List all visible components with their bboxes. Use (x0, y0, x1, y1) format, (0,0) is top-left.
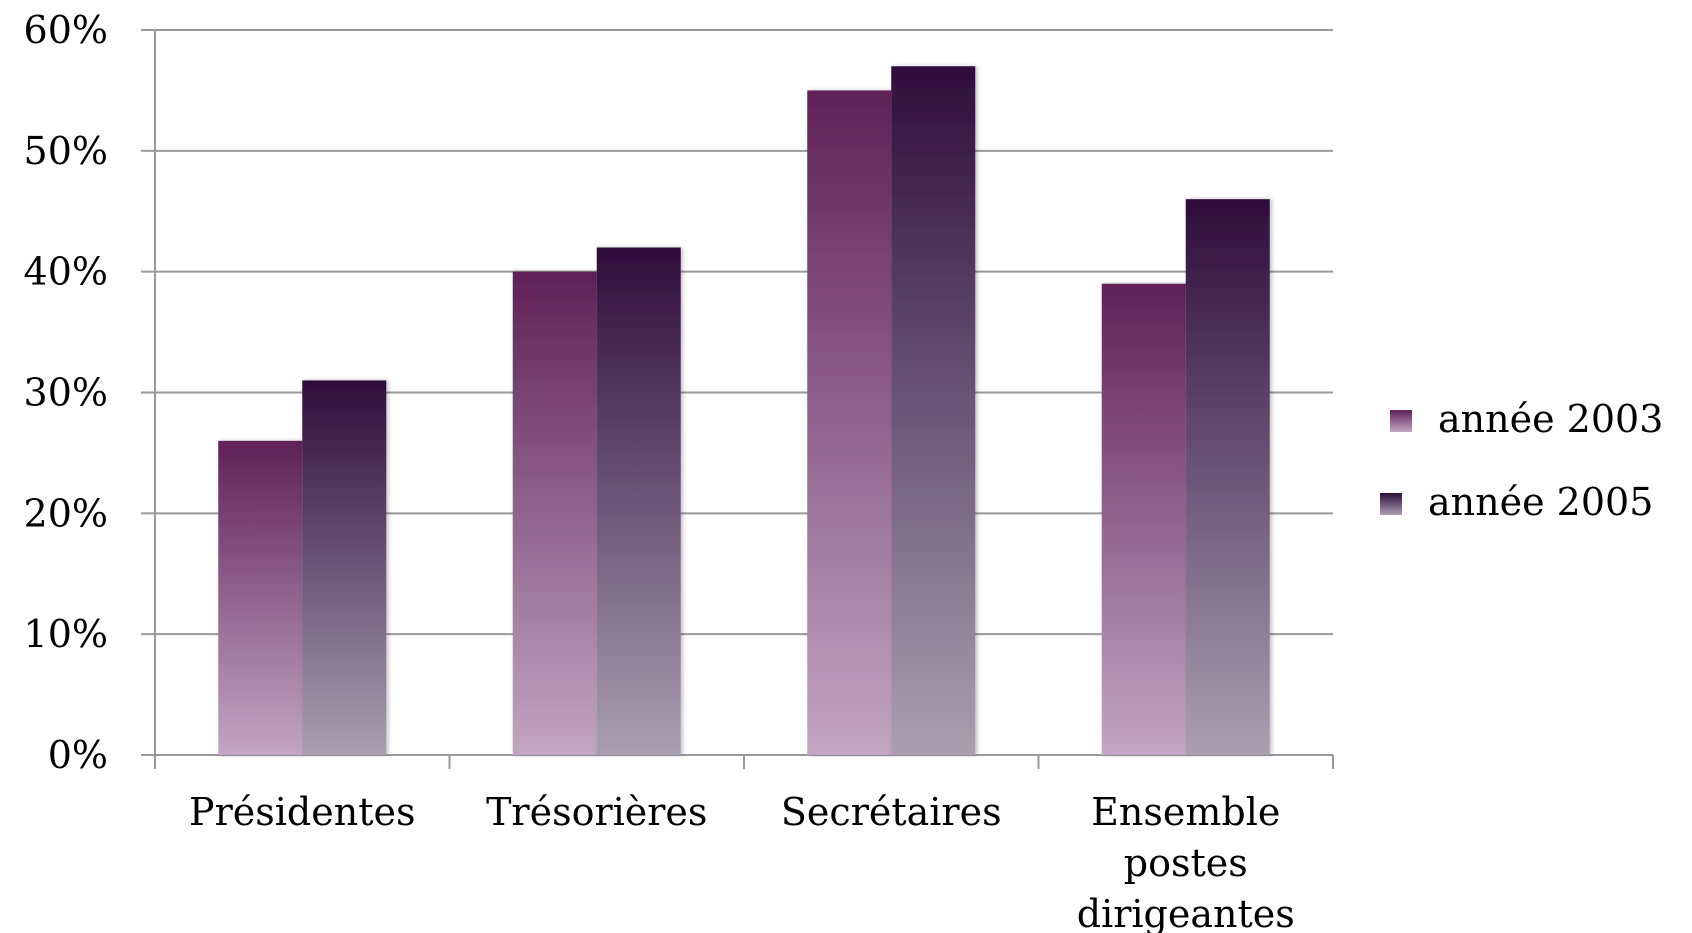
y-tick-label: 20% (24, 491, 108, 535)
x-category-label: dirigeantes (1077, 892, 1295, 933)
x-category-label: Présidentes (189, 790, 415, 834)
y-tick-labels: 0% 10% 20% 30% 40% 50% 60% (24, 8, 108, 777)
bar-series2-0 (302, 380, 387, 755)
legend-swatch (1390, 410, 1412, 432)
y-tick-label: 0% (48, 733, 108, 777)
x-category-label: Ensemble (1091, 790, 1280, 834)
bar-series2-1 (596, 247, 681, 755)
bar-series1-0 (218, 440, 303, 755)
legend-label: année 2005 (1428, 480, 1653, 524)
legend: année 2003 année 2005 (1380, 397, 1663, 524)
bar-series2-2 (891, 66, 976, 755)
x-category-label: Trésorières (486, 790, 707, 834)
y-tick-label: 40% (24, 250, 108, 294)
y-tick-label: 60% (24, 8, 108, 52)
bar-series2-3 (1185, 199, 1270, 755)
x-category-labels: Présidentes Trésorières Secrétaires Ensembl… (189, 790, 1295, 933)
legend-label: année 2003 (1438, 397, 1663, 441)
x-category-label: Secrétaires (781, 790, 1002, 834)
bar-series1-2 (807, 90, 892, 755)
bars (218, 66, 1270, 755)
bar-series1-1 (512, 271, 597, 755)
x-category-label: postes (1124, 841, 1248, 885)
legend-swatch (1380, 493, 1402, 515)
y-tick-label: 10% (24, 612, 108, 656)
y-tick-label: 50% (24, 129, 108, 173)
y-tick-label: 30% (24, 371, 108, 415)
bar-series1-3 (1101, 283, 1186, 755)
